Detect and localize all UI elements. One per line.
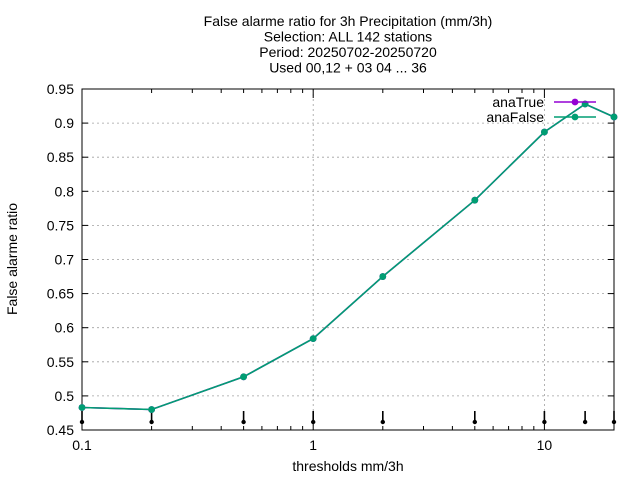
y-tick-label: 0.95 [47,81,74,97]
series [78,100,618,413]
legend-label: anaTrue [492,94,544,110]
y-tick-label: 0.7 [55,252,75,268]
data-point-anaFalse [240,373,248,381]
data-point-anaFalse [379,273,387,280]
data-point-anaFalse [309,335,317,343]
y-tick-label: 0.55 [47,354,74,370]
threshold-marker-dot [311,419,316,425]
x-tick-label: 1 [309,437,317,453]
threshold-marker-dot [380,419,385,425]
series-line-anaTrue [81,103,615,411]
threshold-marker-dot [149,419,154,425]
threshold-marker-dot [582,419,588,425]
y-tick-label: 0.8 [55,183,75,199]
y-tick-label: 0.85 [47,149,74,165]
threshold-marker-dot [241,419,246,425]
title-line: False alarme ratio for 3h Precipitation … [204,13,493,29]
threshold-marker-dot [79,419,85,425]
x-axis-ticks: 0.1 1 10 [72,89,552,453]
chart-title: False alarme ratio for 3h Precipitation … [204,13,493,76]
title-line: Selection: ALL 142 stations [264,29,432,45]
series-line-anaFalse [81,103,615,411]
grid [82,89,614,430]
legend-marker [571,98,579,106]
threshold-marker-dot [611,419,617,425]
y-tick-label: 0.5 [55,388,75,404]
threshold-markers [79,411,617,425]
y-axis-ticks: 0.45 0.5 0.55 0.6 0.65 0.7 0.75 0.8 0.85 0.9 0.95 [47,81,614,438]
y-tick-label: 0.6 [55,320,75,336]
x-tick-label: 0.1 [72,437,92,453]
data-point-anaFalse [471,196,479,204]
y-tick-label: 0.75 [47,217,74,233]
legend-marker [571,113,579,121]
legend-label: anaFalse [486,109,544,125]
y-axis-label: False alarme ratio [4,203,20,315]
y-tick-label: 0.9 [55,115,75,131]
data-point-anaFalse [78,404,86,411]
data-point-anaFalse [541,128,548,136]
threshold-marker-dot [542,419,547,425]
title-line: Used 00,12 + 03 04 ... 36 [269,60,427,76]
y-tick-label: 0.65 [47,286,74,302]
y-tick-label: 0.45 [47,422,74,438]
data-point-anaFalse [148,406,155,413]
x-tick-label: 10 [537,437,553,453]
x-axis-label: thresholds mm/3h [292,458,403,474]
title-line: Period: 20250702-20250720 [259,44,437,60]
threshold-marker-dot [472,419,478,425]
data-point-anaFalse [610,113,618,121]
